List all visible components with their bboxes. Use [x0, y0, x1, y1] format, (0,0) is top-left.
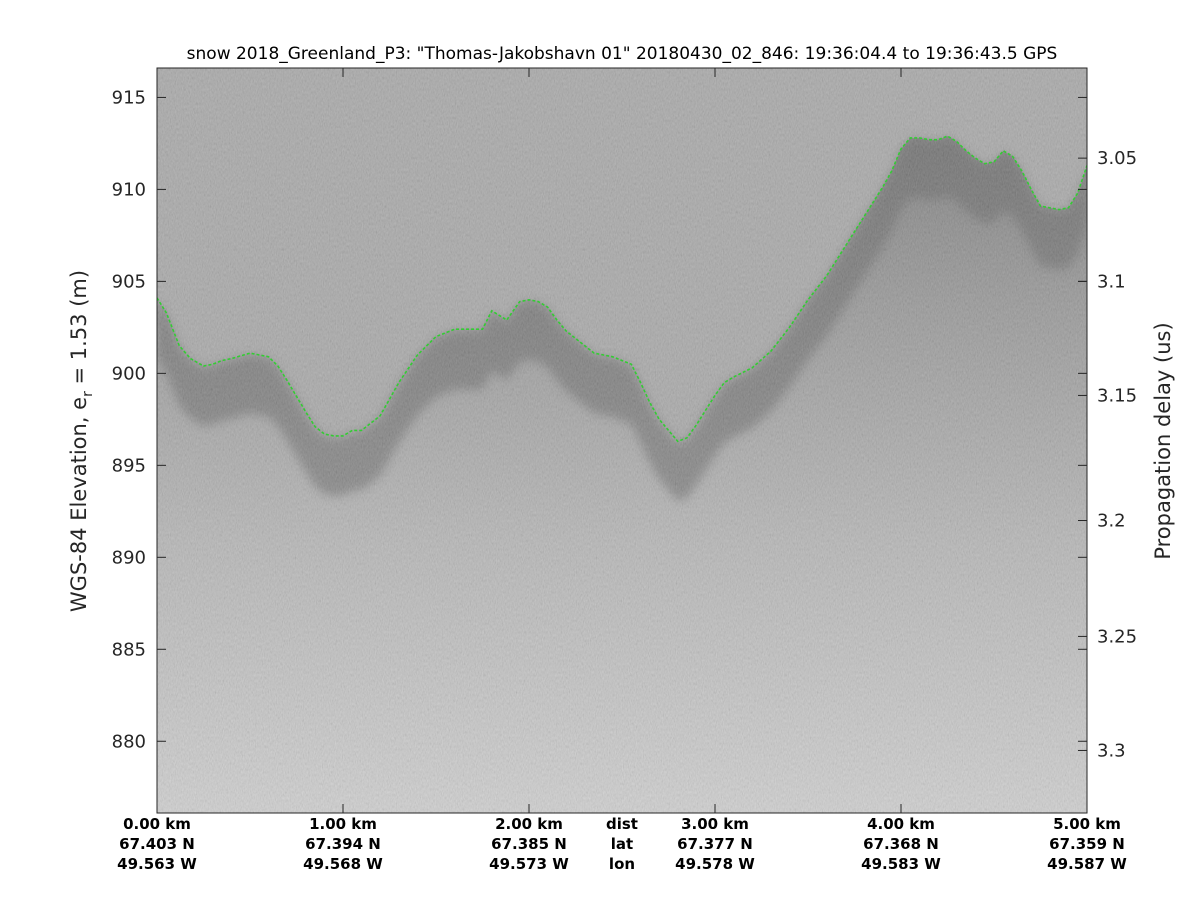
left-tick-label: 885 [112, 639, 146, 660]
x-tick-lat: 67.385 N [491, 835, 567, 853]
right-tick-label: 3.2 [1097, 511, 1126, 532]
chart-title: snow 2018_Greenland_P3: "Thomas-Jakobsha… [187, 44, 1058, 64]
left-axis: 880 885 890 895 900 905 910 915 [112, 87, 1087, 752]
x-tick-dist: 4.00 km [867, 815, 935, 833]
left-axis-label-subscript: r [80, 391, 96, 397]
left-tick-label: 910 [112, 179, 146, 200]
left-tick-label: 890 [112, 547, 146, 568]
x-tick-lon: 49.568 W [303, 855, 383, 873]
right-tick-label: 3.3 [1097, 740, 1126, 761]
left-tick-label: 880 [112, 731, 146, 752]
left-axis-label: WGS-84 Elevation, er = 1.53 (m) [67, 270, 96, 612]
row-label-dist: dist [606, 815, 638, 833]
axes-frame [156, 67, 1088, 814]
speckle-noise [157, 68, 1087, 813]
x-tick-lon: 49.563 W [117, 855, 197, 873]
x-tick-lat: 67.394 N [305, 835, 381, 853]
x-tick-lon: 49.573 W [489, 855, 569, 873]
left-axis-label-main: WGS-84 Elevation, e [67, 397, 91, 612]
right-axis-label: Propagation delay (us) [1151, 322, 1175, 559]
left-tick-label: 895 [112, 455, 146, 476]
x-tick-lon: 49.583 W [861, 855, 941, 873]
left-tick-label: 915 [112, 87, 146, 108]
row-label-lat: lat [611, 835, 633, 853]
right-tick-label: 3.1 [1097, 271, 1126, 292]
x-tick-lon: 49.578 W [675, 855, 755, 873]
x-tick-lat: 67.368 N [863, 835, 939, 853]
x-tick-dist: 0.00 km [123, 815, 191, 833]
right-tick-label: 3.25 [1097, 626, 1137, 647]
row-label-lon: lon [609, 855, 635, 873]
x-tick-lat: 67.359 N [1049, 835, 1125, 853]
left-tick-label: 900 [112, 363, 146, 384]
left-tick-label: 905 [112, 271, 146, 292]
plot-area [157, 68, 1087, 813]
x-axis: 0.00 km 67.403 N 49.563 W 1.00 km 67.394 N 49… [117, 68, 1127, 873]
right-axis: 3.05 3.1 3.15 3.2 3.25 3.3 [1078, 148, 1137, 761]
x-tick-dist: 2.00 km [495, 815, 563, 833]
right-tick-label: 3.15 [1097, 385, 1137, 406]
x-tick-dist: 5.00 km [1053, 815, 1121, 833]
x-tick-dist: 1.00 km [309, 815, 377, 833]
x-tick-lon: 49.587 W [1047, 855, 1127, 873]
left-axis-label-tail: = 1.53 (m) [67, 270, 91, 391]
x-tick-lat: 67.377 N [677, 835, 753, 853]
x-tick-dist: 3.00 km [681, 815, 749, 833]
x-tick-lat: 67.403 N [119, 835, 195, 853]
right-tick-label: 3.05 [1097, 148, 1137, 169]
surface-layer-line [157, 135, 1087, 443]
